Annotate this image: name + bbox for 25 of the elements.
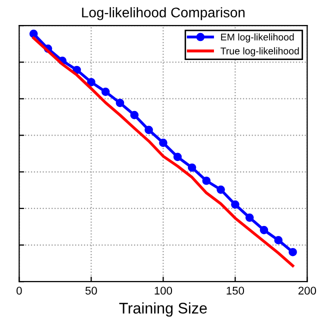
point xyxy=(231,200,240,209)
x-tick-label: 150 xyxy=(226,286,244,295)
point xyxy=(245,214,254,222)
point xyxy=(288,248,297,256)
x-axis-title: Training Size xyxy=(119,302,207,317)
x-tick-label: 50 xyxy=(85,286,97,295)
legend-label: True log-likelihood xyxy=(220,47,299,56)
x-tick-label: 0 xyxy=(16,286,22,295)
point xyxy=(101,88,110,96)
point xyxy=(116,98,124,108)
point xyxy=(87,78,96,86)
chart-title: Log-likelihood Comparison xyxy=(82,7,245,20)
point xyxy=(188,163,196,172)
point xyxy=(159,138,168,147)
point xyxy=(173,152,182,162)
point xyxy=(29,30,38,38)
point xyxy=(144,126,153,134)
x-tick-label: 100 xyxy=(154,286,172,295)
x-tick-label: 200 xyxy=(298,286,316,295)
point xyxy=(274,236,283,244)
point xyxy=(260,226,268,234)
legend-label: EM log-likelihood xyxy=(221,33,294,42)
point xyxy=(130,110,139,120)
point xyxy=(202,176,211,185)
point xyxy=(216,186,225,194)
